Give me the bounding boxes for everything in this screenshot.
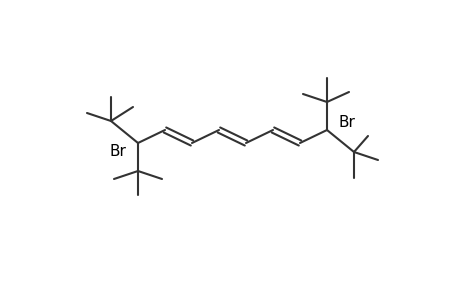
Text: Br: Br — [109, 143, 126, 158]
Text: Br: Br — [338, 115, 355, 130]
